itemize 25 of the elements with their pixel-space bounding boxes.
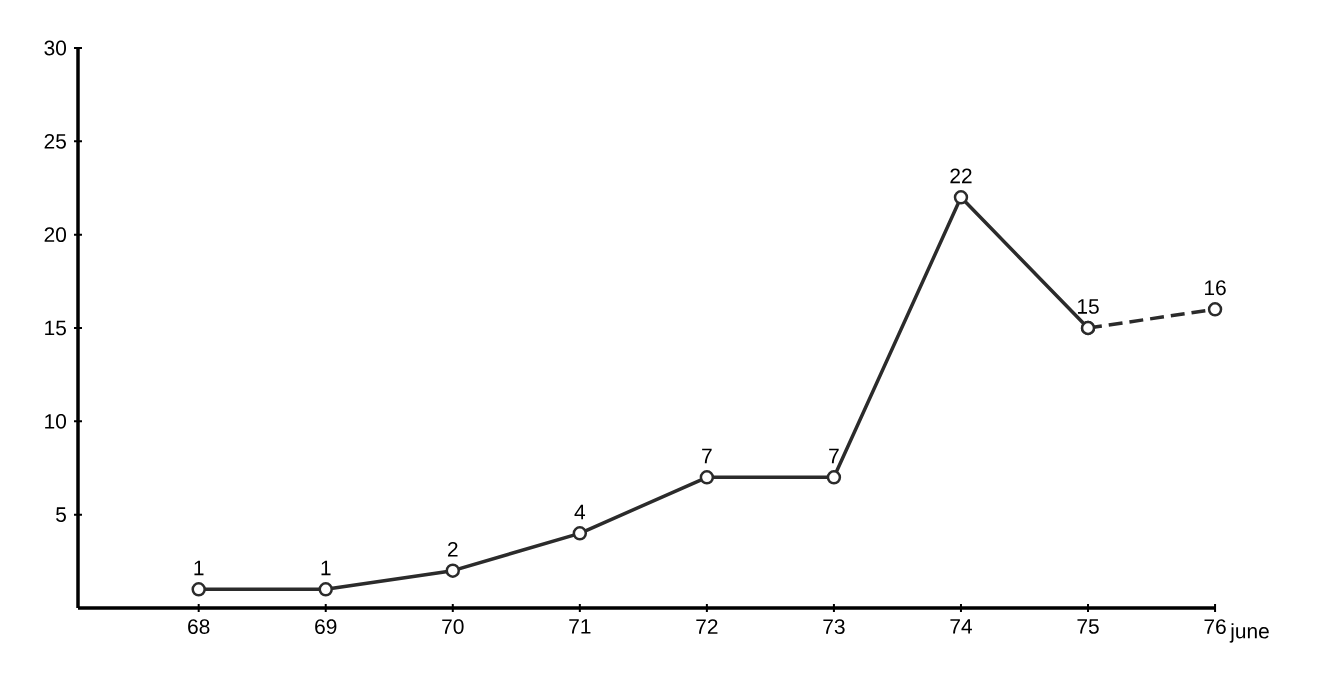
data-label: 7 [702, 448, 712, 464]
x-tick-label: 76 [1204, 619, 1226, 634]
x-axis-title: june [1229, 623, 1269, 643]
y-tick-label: 15 [45, 320, 66, 336]
data-label: 4 [574, 504, 586, 520]
data-label: 7 [829, 448, 839, 464]
x-tick-label: 73 [823, 619, 845, 634]
data-label: 22 [950, 168, 972, 184]
y-tick-label: 20 [44, 227, 67, 243]
x-tick-label: 70 [442, 619, 464, 634]
y-tick-label: 25 [44, 133, 66, 149]
x-tick-label: 69 [315, 619, 337, 634]
y-tick-label: 10 [45, 413, 67, 429]
y-tick-label: 5 [56, 507, 66, 522]
data-label: 1 [194, 560, 204, 576]
y-tick-label: 30 [44, 40, 67, 56]
x-tick-label: 72 [696, 619, 718, 634]
x-tick-label: 68 [188, 619, 210, 634]
x-tick-label: 75 [1077, 619, 1099, 634]
data-label: 16 [1205, 280, 1226, 296]
x-tick-label: 74 [950, 619, 972, 634]
data-label: 15 [1077, 299, 1099, 314]
data-label: 2 [448, 541, 458, 557]
x-tick-label: 71 [569, 619, 591, 634]
data-label: 1 [321, 560, 331, 576]
